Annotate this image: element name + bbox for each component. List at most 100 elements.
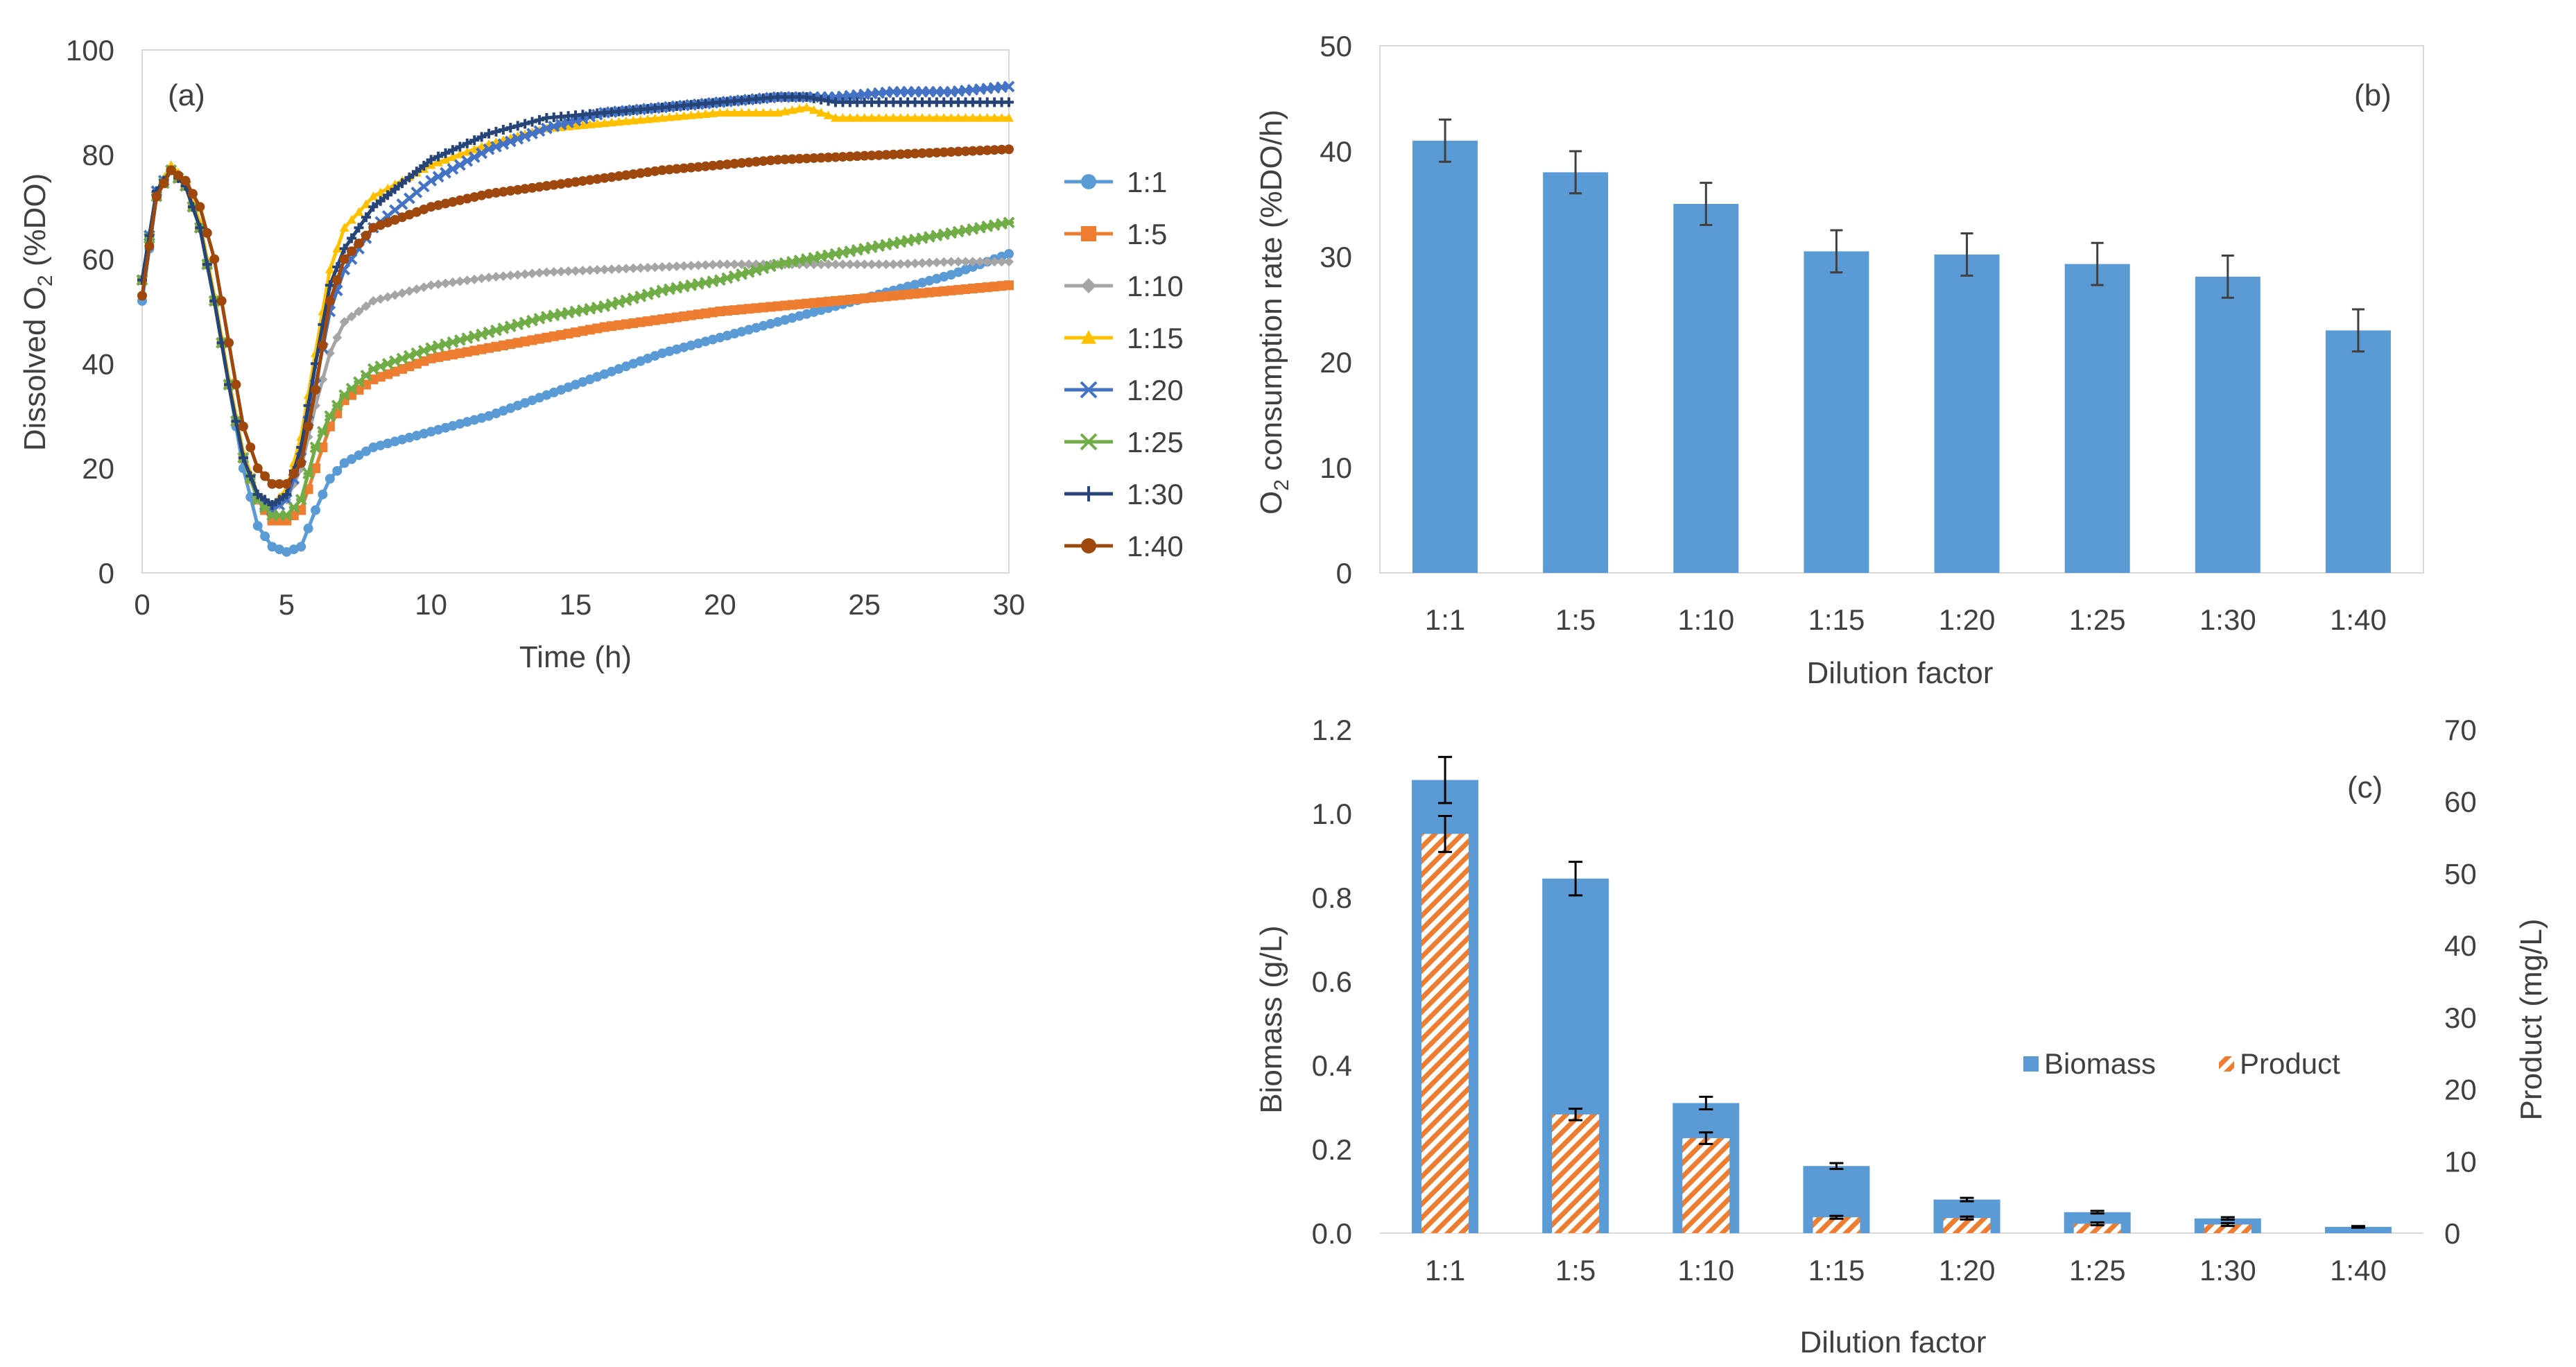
panel-a-point bbox=[556, 179, 567, 189]
panel-a-point bbox=[324, 410, 336, 422]
panel-a-point bbox=[512, 270, 523, 280]
panel-a-point bbox=[989, 113, 1000, 122]
panel-a-y-tick-label: 80 bbox=[82, 139, 114, 171]
panel-a-point bbox=[440, 166, 451, 179]
panel-a-point bbox=[231, 416, 241, 427]
panel-a-point bbox=[975, 113, 985, 122]
panel-a-point bbox=[354, 450, 364, 461]
panel-a-point bbox=[614, 117, 624, 126]
panel-a-point bbox=[881, 113, 891, 122]
panel-a-point bbox=[296, 458, 306, 468]
panel-a-point bbox=[599, 118, 610, 128]
panel-a-point bbox=[404, 172, 415, 182]
panel-a-point bbox=[599, 173, 610, 183]
panel-a-point bbox=[527, 117, 537, 127]
panel-c-product-bar-1-10 bbox=[1682, 1138, 1730, 1233]
panel-a-point bbox=[347, 233, 357, 243]
panel-a-point bbox=[252, 521, 263, 531]
panel-a-point bbox=[245, 442, 256, 453]
panel-a-point bbox=[679, 111, 689, 120]
panel-a-point bbox=[910, 258, 920, 268]
panel-c-right-tick-label: 30 bbox=[2444, 1001, 2477, 1034]
panel-a-point bbox=[722, 159, 732, 169]
panel-b-x-tick-label: 1:10 bbox=[1677, 603, 1734, 636]
panel-a-point bbox=[195, 202, 205, 212]
panel-a-legend-label: 1:30 bbox=[1127, 478, 1184, 510]
panel-c-right-tick-label: 60 bbox=[2444, 786, 2477, 818]
panel-c-x-tick-label: 1:1 bbox=[1425, 1254, 1465, 1287]
panel-b-y-tick-label: 40 bbox=[1320, 135, 1352, 168]
panel-c-x-tick-label: 1:25 bbox=[2069, 1254, 2126, 1287]
panel-a-point bbox=[498, 187, 508, 197]
panel-a-point bbox=[433, 157, 444, 166]
panel-a-point bbox=[895, 259, 906, 269]
panel-a-point bbox=[433, 279, 444, 289]
panel-a-point bbox=[520, 184, 530, 194]
panel-a-point bbox=[931, 257, 942, 268]
panel-a-point bbox=[245, 471, 256, 481]
panel-a-point bbox=[888, 259, 899, 270]
panel-a-point bbox=[325, 280, 335, 291]
panel-a-legend-item-1-1: 1:1 bbox=[1064, 166, 1167, 198]
panel-a-point bbox=[311, 385, 320, 395]
panel-a-point bbox=[534, 268, 544, 278]
panel-a-x-tick-label: 20 bbox=[704, 588, 736, 621]
panel-c-left-tick-label: 1.0 bbox=[1312, 798, 1352, 830]
panel-a-point bbox=[838, 152, 848, 162]
panel-a-x-axis-title: Time (h) bbox=[519, 640, 632, 674]
panel-a-point bbox=[425, 175, 438, 187]
panel-a-point bbox=[982, 113, 992, 122]
panel-a-point bbox=[874, 150, 884, 160]
panel-b-bar-1-10 bbox=[1673, 204, 1739, 573]
panel-a-point bbox=[1004, 113, 1014, 122]
panel-a-point bbox=[484, 189, 494, 199]
panel-a-point bbox=[1004, 280, 1014, 291]
panel-a-point bbox=[671, 261, 682, 271]
panel-b-y-tick-label: 50 bbox=[1320, 30, 1352, 62]
panel-a-point bbox=[895, 149, 906, 160]
panel-a-point bbox=[542, 181, 552, 191]
panel-a-point bbox=[700, 109, 711, 118]
panel-a-point bbox=[693, 162, 704, 172]
panel-a-x-tick-label: 10 bbox=[415, 588, 447, 621]
panel-a-point bbox=[267, 479, 277, 489]
panel-a-point bbox=[556, 266, 567, 277]
panel-a-point bbox=[390, 184, 400, 194]
panel-a-point bbox=[151, 191, 162, 202]
panel-c-x-tick-label: 1:30 bbox=[2199, 1254, 2256, 1287]
panel-a-point bbox=[686, 261, 696, 271]
panel-a-point bbox=[404, 286, 415, 296]
panel-a-point bbox=[180, 175, 191, 186]
panel-b-x-tick-label: 1:20 bbox=[1939, 603, 1996, 636]
panel-a-point bbox=[809, 153, 819, 163]
panel-a-point bbox=[671, 164, 682, 174]
panel-a-point bbox=[426, 202, 436, 212]
panel-c-x-tick-label: 1:40 bbox=[2330, 1254, 2387, 1287]
panel-a-point bbox=[628, 263, 639, 273]
panel-a-x-tick-label: 0 bbox=[134, 588, 150, 621]
panel-a-point bbox=[664, 112, 675, 121]
panel-a-point bbox=[347, 246, 357, 257]
panel-a-x-tick-label: 5 bbox=[279, 588, 295, 621]
panel-c-right-tick-label: 20 bbox=[2444, 1074, 2477, 1106]
panel-b-error-bar bbox=[1830, 229, 1843, 274]
panel-a-point bbox=[643, 262, 653, 273]
panel-a-point bbox=[903, 148, 913, 159]
panel-a-point bbox=[311, 463, 320, 474]
panel-a-point bbox=[476, 147, 487, 160]
panel-a-y-tick-label: 100 bbox=[66, 34, 114, 67]
panel-c-right-tick-label: 50 bbox=[2444, 857, 2477, 890]
panel-b-error-bar bbox=[2091, 241, 2104, 286]
panel-b-x-tick-label: 1:25 bbox=[2069, 603, 2126, 636]
panel-b-x-tick-label: 1:1 bbox=[1425, 603, 1465, 636]
panel-a-point bbox=[975, 146, 985, 156]
panel-a-point bbox=[260, 471, 270, 481]
panel-a-point bbox=[802, 102, 812, 112]
panel-a-point bbox=[758, 156, 768, 166]
panel-c-x-tick-label: 1:5 bbox=[1555, 1254, 1596, 1287]
panel-a-point bbox=[1004, 97, 1014, 108]
panel-a-point bbox=[231, 379, 241, 390]
panel-a-point bbox=[585, 119, 595, 129]
panel-a-legend-label: 1:1 bbox=[1127, 166, 1167, 198]
